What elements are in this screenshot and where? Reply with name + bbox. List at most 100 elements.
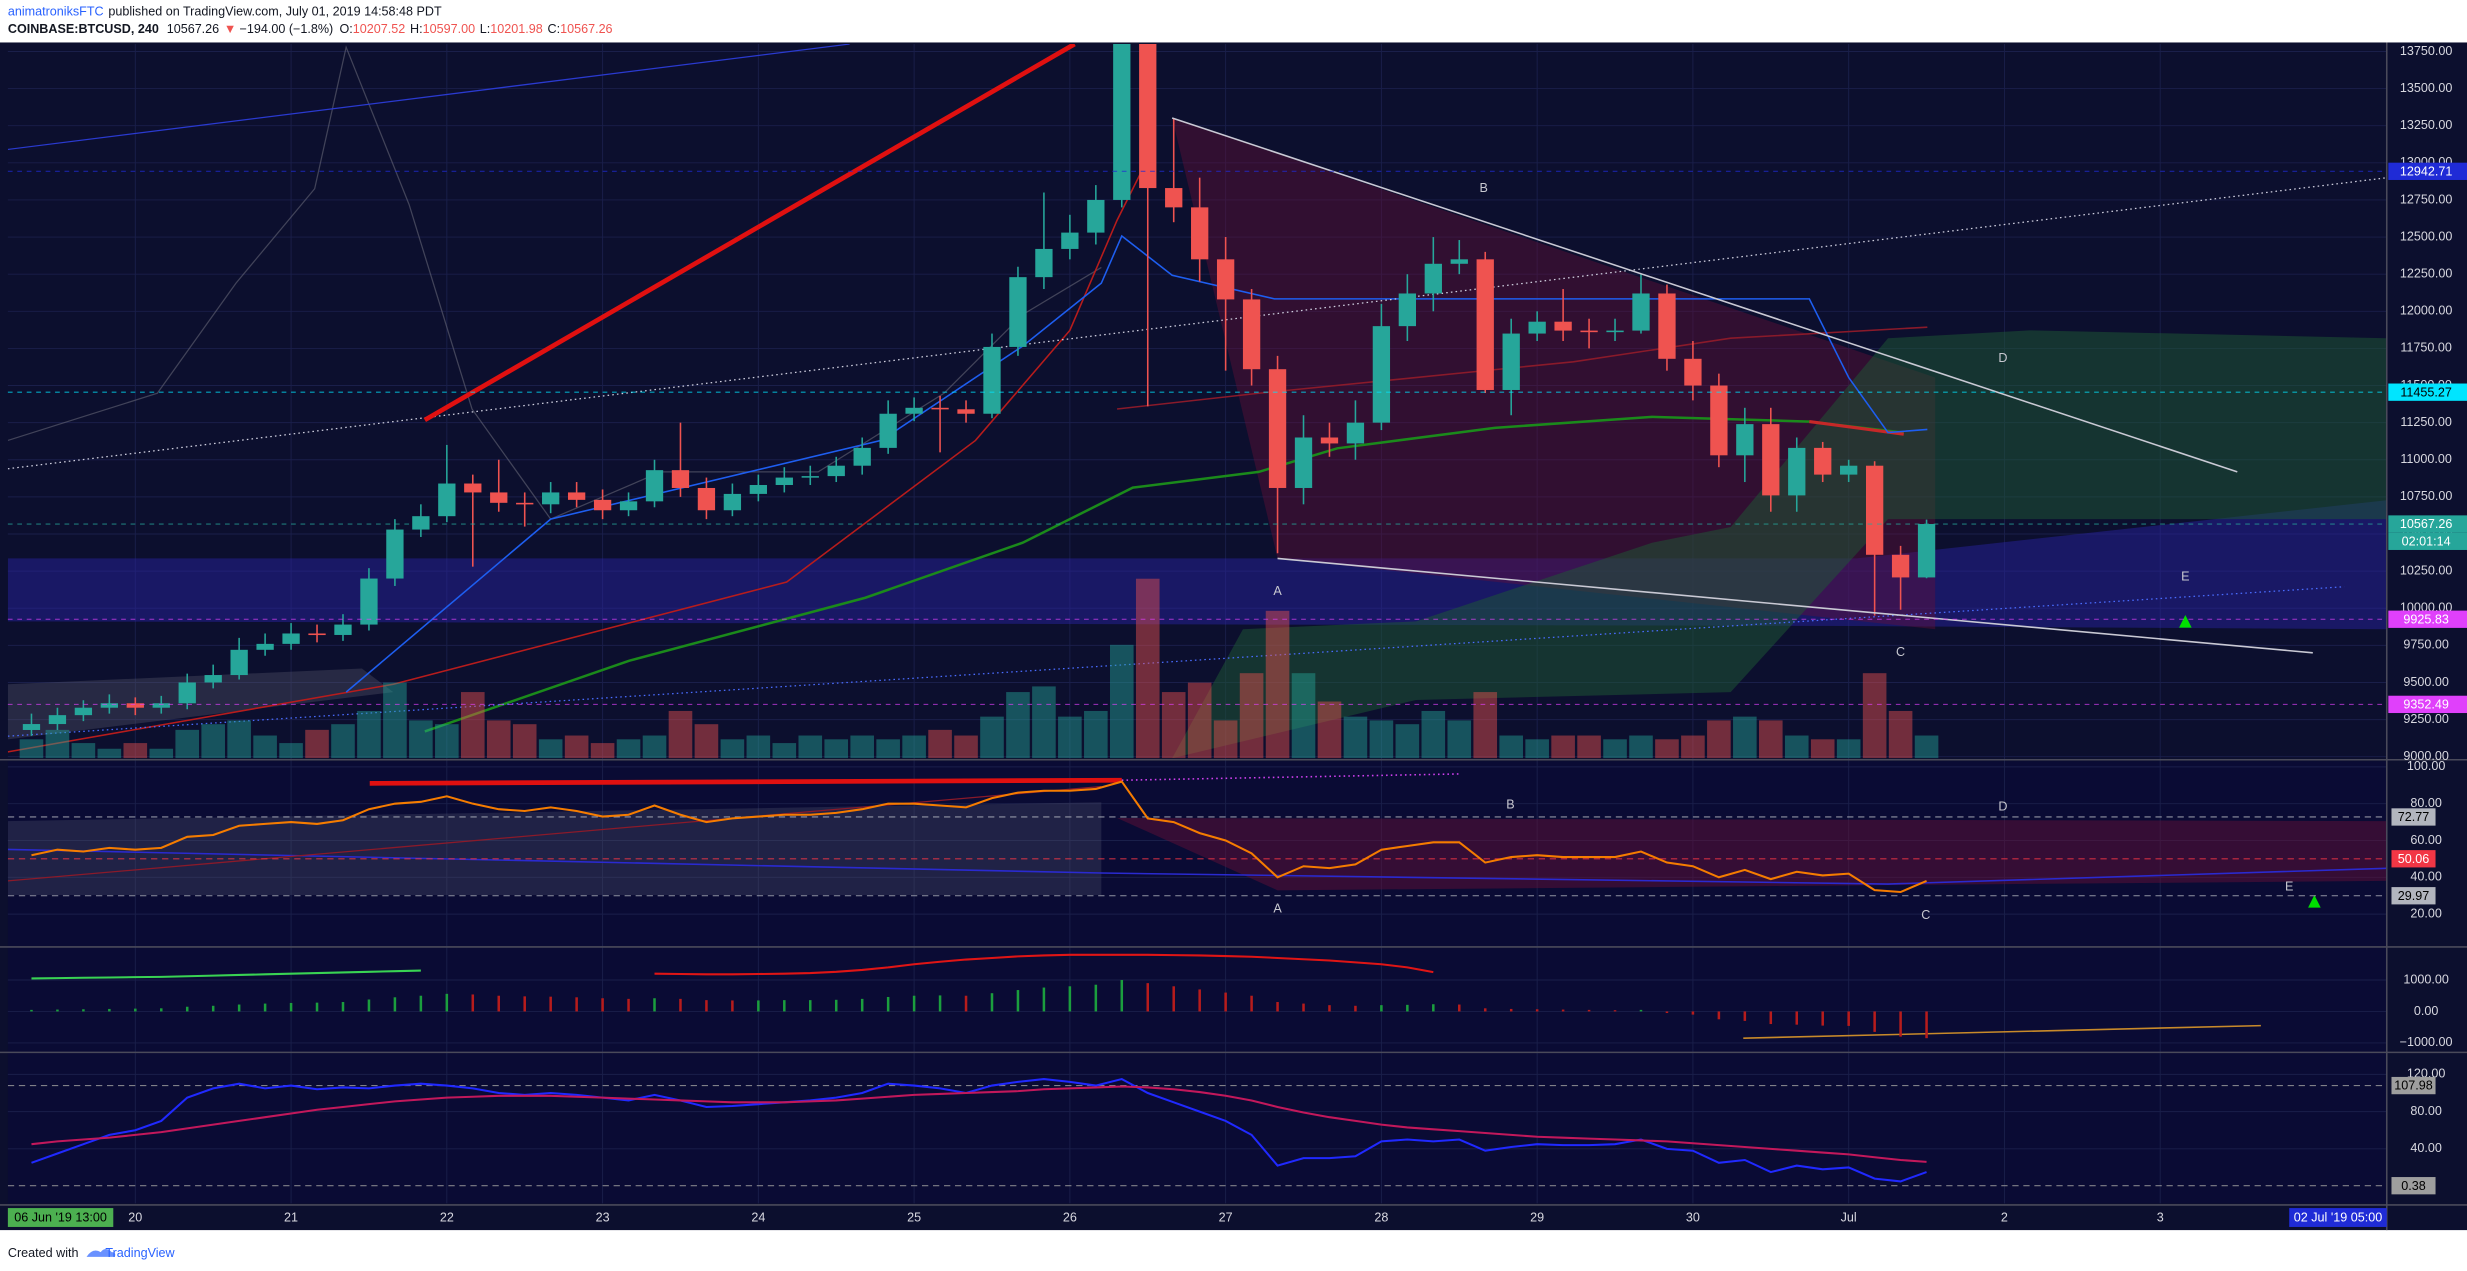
candle-body bbox=[1398, 293, 1417, 327]
price-label-box bbox=[2388, 515, 2467, 533]
annotation: E bbox=[2181, 570, 2189, 584]
candle-body bbox=[1788, 447, 1806, 496]
volume-bar bbox=[642, 735, 667, 759]
panel-trendline bbox=[1743, 1024, 2261, 1039]
histogram-bar bbox=[575, 997, 578, 1012]
annotation: B bbox=[1479, 181, 1487, 195]
histogram-bar bbox=[705, 1000, 708, 1012]
histogram-bar bbox=[1613, 1010, 1617, 1012]
histogram-bar bbox=[731, 1000, 734, 1012]
triangle-upper bbox=[1171, 117, 2238, 473]
volume-bar bbox=[45, 729, 70, 759]
histogram-bar bbox=[886, 996, 890, 1012]
volume-bar bbox=[1135, 578, 1160, 759]
histogram-bar bbox=[679, 998, 682, 1012]
indicator-line bbox=[31, 969, 421, 980]
volume-bar bbox=[1655, 739, 1679, 759]
candle-body bbox=[100, 703, 119, 708]
volume-bar bbox=[850, 735, 874, 759]
volume-bar bbox=[201, 724, 225, 759]
volume-bar bbox=[1577, 735, 1601, 759]
level-label: 50.06 bbox=[2398, 852, 2429, 866]
candle-body bbox=[1424, 263, 1442, 294]
x-tick-label: Jul bbox=[1841, 1211, 1857, 1225]
candle-body bbox=[1840, 465, 1858, 475]
histogram-bar bbox=[263, 1003, 267, 1012]
volume-bar bbox=[1032, 686, 1056, 759]
y-tick-label: 11000.00 bbox=[2400, 452, 2452, 466]
histogram-bar bbox=[471, 994, 475, 1012]
y-tick-label: 12500.00 bbox=[2400, 229, 2452, 243]
volume-bar bbox=[564, 735, 589, 759]
marker-triangle bbox=[2179, 615, 2192, 628]
volume-bar bbox=[227, 720, 251, 759]
candle-body bbox=[853, 447, 871, 466]
histogram-bar bbox=[237, 1004, 241, 1012]
countdown-box bbox=[2388, 532, 2467, 550]
trend-blue bbox=[7, 44, 850, 151]
candle-body bbox=[697, 487, 716, 511]
volume-bar bbox=[1343, 716, 1368, 759]
y-tick-label: 12750.00 bbox=[2400, 192, 2452, 206]
volume-bar bbox=[928, 729, 952, 759]
volume-bar bbox=[1058, 716, 1082, 759]
histogram-bar bbox=[860, 998, 864, 1012]
candle-body bbox=[464, 483, 482, 493]
ma-red-2 bbox=[1116, 326, 1928, 410]
histogram-bar bbox=[1458, 1004, 1461, 1012]
candle-body bbox=[1294, 437, 1313, 488]
x-tick-label: 2 bbox=[2001, 1211, 2008, 1225]
footer-brand[interactable]: TradingView bbox=[105, 1246, 175, 1260]
indicator-line bbox=[31, 780, 1927, 894]
candle-body bbox=[1736, 424, 1754, 456]
cloud-red bbox=[1172, 117, 1936, 630]
annotation: C bbox=[1921, 908, 1930, 922]
candle-body bbox=[1165, 188, 1183, 208]
volume-bar bbox=[19, 739, 44, 759]
x-tick-label: 29 bbox=[1530, 1211, 1544, 1225]
candle-body bbox=[983, 346, 1001, 414]
candle-body bbox=[48, 715, 67, 725]
annotation: C bbox=[1896, 645, 1905, 659]
volume-bar bbox=[331, 724, 355, 759]
volume-bar bbox=[1810, 739, 1835, 759]
volume-bar bbox=[1681, 735, 1705, 759]
time-start: 06 Jun '19 13:00 bbox=[14, 1211, 107, 1225]
candle-body bbox=[178, 682, 196, 704]
candle-body bbox=[1242, 299, 1261, 370]
y-tick-label: 1000.00 bbox=[2403, 972, 2448, 986]
price-label-box bbox=[2388, 383, 2467, 401]
annotation: A bbox=[1273, 584, 1282, 598]
author[interactable]: animatroniksFTC bbox=[8, 5, 104, 19]
y-tick-label: 12250.00 bbox=[2400, 267, 2452, 281]
header-line: COINBASE:BTCUSD, 240 10567.26 ▼ −194.00 (−1… bbox=[8, 22, 613, 36]
y-tick-label: 9000.00 bbox=[2403, 749, 2448, 763]
candle-body bbox=[1554, 321, 1572, 331]
volume-bar bbox=[1006, 692, 1030, 759]
volume bbox=[19, 578, 1939, 759]
y-tick-label: 9250.00 bbox=[2403, 712, 2448, 726]
annotation: E bbox=[2285, 880, 2293, 894]
histogram-bar bbox=[160, 1008, 163, 1012]
level-label-box bbox=[2391, 1177, 2436, 1195]
price-label-box bbox=[2388, 695, 2467, 714]
histogram-bar bbox=[1146, 983, 1150, 1012]
volume-bar bbox=[1317, 701, 1342, 759]
x-tick-label: 20 bbox=[128, 1211, 142, 1225]
histogram-bar bbox=[653, 998, 656, 1012]
y-tick-label: 13250.00 bbox=[2400, 118, 2452, 132]
volume-bar bbox=[746, 735, 771, 759]
y-tick-label: 60.00 bbox=[2410, 833, 2441, 847]
candle-body bbox=[1087, 199, 1105, 233]
countdown: 02:01:14 bbox=[2402, 534, 2451, 548]
volume-bar bbox=[1109, 644, 1134, 759]
volume-bar bbox=[357, 710, 381, 759]
histogram-bar bbox=[990, 993, 994, 1012]
histogram-bar bbox=[289, 1002, 293, 1012]
histogram-bar bbox=[1795, 1011, 1799, 1025]
annotation: D bbox=[1998, 799, 2007, 813]
y-tick-label: 100.00 bbox=[2407, 759, 2445, 773]
candle-body bbox=[931, 407, 949, 410]
volume-bar bbox=[460, 692, 485, 759]
candles bbox=[22, 44, 1936, 736]
